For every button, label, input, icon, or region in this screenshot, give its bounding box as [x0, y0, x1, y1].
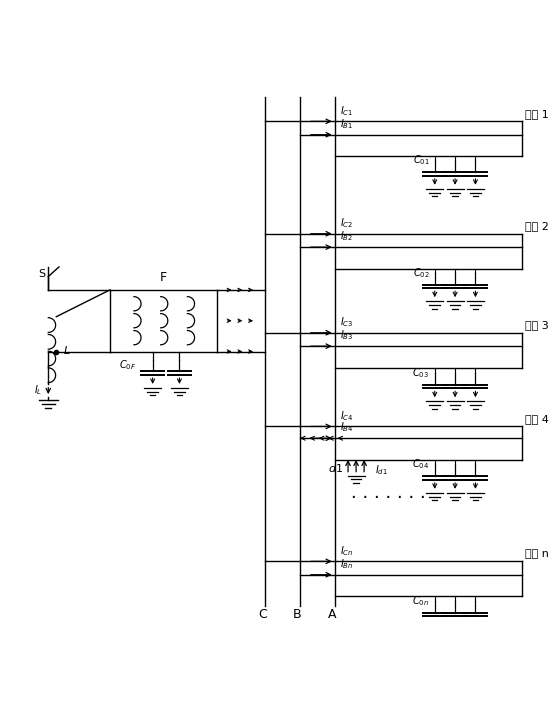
Text: $d1$: $d1$: [327, 463, 343, 475]
Text: 线路 1: 线路 1: [525, 109, 548, 119]
Text: 线路 3: 线路 3: [525, 320, 548, 330]
Text: $C_{01}$: $C_{01}$: [413, 153, 429, 167]
Text: $\mathit{I_{Bn}}$: $\mathit{I_{Bn}}$: [340, 557, 353, 571]
Text: . . . . . . .: . . . . . . .: [351, 484, 425, 503]
Text: $\mathit{I_{C3}}$: $\mathit{I_{C3}}$: [340, 315, 353, 329]
Text: $\mathit{I_{C2}}$: $\mathit{I_{C2}}$: [340, 217, 353, 230]
Text: $C_{03}$: $C_{03}$: [413, 366, 429, 380]
Text: B: B: [293, 608, 301, 621]
Text: $\mathit{I_{B4}}$: $\mathit{I_{B4}}$: [340, 420, 353, 434]
Text: $I_L$: $I_L$: [34, 383, 42, 397]
Text: $\mathit{I_{Cn}}$: $\mathit{I_{Cn}}$: [340, 544, 353, 557]
Text: $\mathit{I_{C4}}$: $\mathit{I_{C4}}$: [340, 409, 353, 423]
Text: $\mathit{I_{B3}}$: $\mathit{I_{B3}}$: [340, 328, 353, 342]
Text: $C_{02}$: $C_{02}$: [413, 266, 429, 280]
Text: F: F: [160, 271, 167, 283]
Text: 线路 4: 线路 4: [525, 414, 548, 424]
Text: $I_{d1}$: $I_{d1}$: [375, 463, 388, 477]
Text: A: A: [328, 608, 336, 621]
Text: $C_{0F}$: $C_{0F}$: [120, 358, 137, 372]
Text: S: S: [38, 269, 45, 279]
Text: $\mathit{I_{B2}}$: $\mathit{I_{B2}}$: [340, 230, 353, 243]
Text: C: C: [258, 608, 267, 621]
Text: $\mathit{I_{C1}}$: $\mathit{I_{C1}}$: [340, 104, 353, 117]
Text: $C_{0n}$: $C_{0n}$: [412, 594, 429, 608]
Text: 线路 2: 线路 2: [525, 221, 548, 231]
Text: $L$: $L$: [63, 344, 71, 356]
Text: $C_{04}$: $C_{04}$: [412, 458, 429, 471]
Text: $\mathit{I_{B1}}$: $\mathit{I_{B1}}$: [340, 117, 353, 131]
Text: 线路 n: 线路 n: [525, 548, 548, 559]
